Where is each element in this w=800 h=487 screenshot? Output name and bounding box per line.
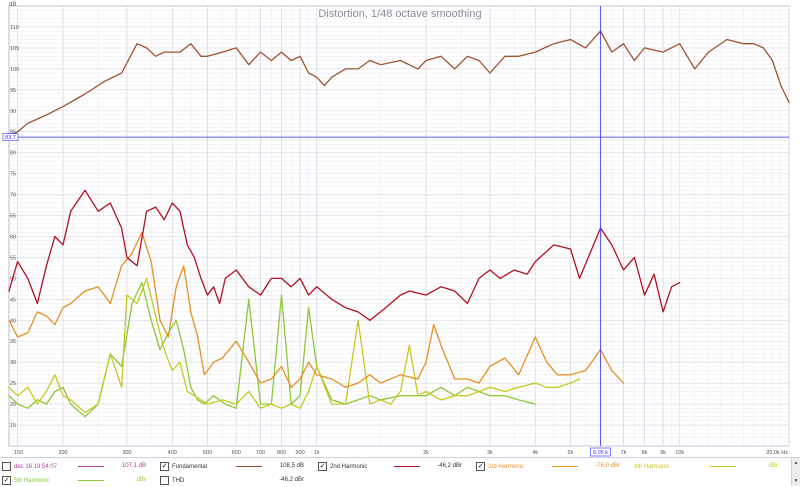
x-tick-label: 20,0k Hz (766, 450, 788, 456)
legend-item-5th-harmonic[interactable]: ✓ 5th Harmonic (2, 474, 50, 487)
legend-item-fundamental[interactable]: ✓ Fundamental (160, 460, 207, 473)
distortion-chart: 1520253035404550556065707580859095100105… (0, 0, 800, 457)
x-tick-labels: 150 200 300 400 500 600 700 800 900 1k 2k 3k 4k 5k 7k 8… (14, 450, 788, 456)
scroll-up-arrow-icon[interactable]: ▲ (793, 460, 799, 466)
y-tick-label: 100 (10, 67, 19, 73)
y-tick-label: 75 (10, 172, 16, 178)
series-line-3rd-harmonic (8, 231, 625, 388)
legend-checkbox[interactable]: ✓ (160, 462, 169, 471)
x-tick-label: 9k (660, 450, 666, 456)
y-tick-label: 65 (10, 214, 16, 220)
legend-value: -46,2 dBr (437, 463, 462, 469)
legend-label: 2nd Harmonic (330, 463, 368, 470)
x-tick-label: 600 (232, 450, 241, 456)
y-tick-label: 40 (10, 318, 16, 324)
legend-label: Fundamental (172, 463, 208, 470)
x-tick-label: 2k (423, 450, 429, 456)
legend-checkbox[interactable] (2, 462, 11, 471)
x-tick-label: 1k (314, 450, 320, 456)
cursor-level-label: 83.7 (5, 135, 16, 141)
y-tick-label: 85 (10, 130, 16, 136)
series-lines (8, 30, 790, 418)
legend-row-1: dec 16 19:54:07 107,1 dB ✓ Fundamental 108,5… (0, 460, 790, 473)
legend-row-2: ✓ 5th Harmonic dBr THD -46,2 dBr (0, 474, 790, 487)
series-line-4th-harmonic (8, 277, 581, 414)
x-tick-label: 500 (203, 450, 212, 456)
y-tick-label: 110 (10, 25, 19, 31)
x-tick-label: 10k (675, 450, 684, 456)
x-tick-label: 800 (277, 450, 286, 456)
x-tick-label: 8k (642, 450, 648, 456)
legend-swatch (78, 466, 104, 467)
legend-checkbox[interactable]: ✓ (476, 462, 485, 471)
legend-label: dec 16 19:54:07 (14, 463, 58, 470)
legend-swatch (236, 466, 262, 467)
x-tick-label: 5k (568, 450, 574, 456)
y-tick-label: 80 (10, 151, 16, 157)
legend-checkbox[interactable]: ✓ (2, 476, 11, 485)
y-tick-label: 105 (10, 46, 19, 52)
x-tick-label: 4k (532, 450, 538, 456)
legend-item-dec-16-19-54-07[interactable]: dec 16 19:54:07 (2, 460, 57, 473)
cursor[interactable]: 83.7 6,05 k (2, 6, 789, 457)
legend: dec 16 19:54:07 107,1 dB ✓ Fundamental 108,5… (0, 457, 800, 486)
legend-label: THD (172, 477, 185, 484)
scroll-down-arrow-icon[interactable]: ▼ (793, 478, 799, 484)
legend-scrollbar[interactable]: ▲ ▼ (791, 458, 800, 486)
legend-value: 107,1 dB (121, 463, 146, 469)
legend-swatch (394, 466, 420, 467)
legend-swatch (710, 466, 736, 467)
cursor-freq-box (590, 447, 611, 457)
legend-swatch (236, 480, 262, 481)
series-line-fundamental (8, 30, 790, 137)
legend-label: 4th Harmonic (634, 463, 670, 470)
legend-value: dBr (136, 477, 146, 483)
legend-value: 108,5 dB (279, 463, 304, 469)
grid (8, 5, 790, 447)
y-tick-label: 15 (10, 423, 16, 429)
x-tick-label: 3k (487, 450, 493, 456)
y-tick-label: 20 (10, 402, 16, 408)
legend-item-thd[interactable]: THD (160, 474, 184, 487)
series-line-2nd-harmonic (8, 189, 681, 321)
legend-label: 5th Harmonic (14, 477, 50, 484)
y-tick-label: 25 (10, 381, 16, 387)
legend-checkbox[interactable] (160, 476, 169, 485)
legend-item-4th-harmonic[interactable]: 4th Harmonic (634, 460, 670, 473)
x-tick-label: 200 (58, 450, 67, 456)
cursor-level-box (2, 133, 19, 141)
y-tick-label: 30 (10, 360, 16, 366)
chart-title: Distortion, 1/48 octave smoothing (318, 8, 481, 20)
legend-label: 3rd Harmonic (488, 463, 525, 470)
y-tick-label: 35 (10, 339, 16, 345)
legend-value: dBr (768, 463, 778, 469)
y-tick-label: 60 (10, 234, 16, 240)
y-axis-label: dB (9, 2, 16, 8)
legend-swatch (552, 466, 578, 467)
y-tick-label: 55 (10, 255, 16, 261)
y-tick-label: 90 (10, 109, 16, 115)
y-tick-label: 95 (10, 88, 16, 94)
x-tick-label: 700 (256, 450, 265, 456)
x-tick-label: 150 (14, 450, 23, 456)
legend-swatch (78, 480, 104, 481)
x-tick-label: 7k (621, 450, 627, 456)
y-tick-label: 70 (10, 193, 16, 199)
legend-value: -46,2 dBr (279, 477, 304, 483)
legend-item-3rd-harmonic[interactable]: ✓ 3rd Harmonic (476, 460, 524, 473)
legend-item-2nd-harmonic[interactable]: ✓ 2nd Harmonic (318, 460, 367, 473)
cursor-freq-label: 6,05 k (593, 450, 608, 456)
plot-background (0, 0, 800, 457)
x-tick-label: 400 (168, 450, 177, 456)
x-tick-label: 900 (296, 450, 305, 456)
x-tick-label: 300 (122, 450, 131, 456)
legend-value: -76,0 dBr (595, 463, 620, 469)
series-line-5th-harmonic (8, 281, 536, 418)
legend-checkbox[interactable]: ✓ (318, 462, 327, 471)
y-tick-label: 45 (10, 297, 16, 303)
